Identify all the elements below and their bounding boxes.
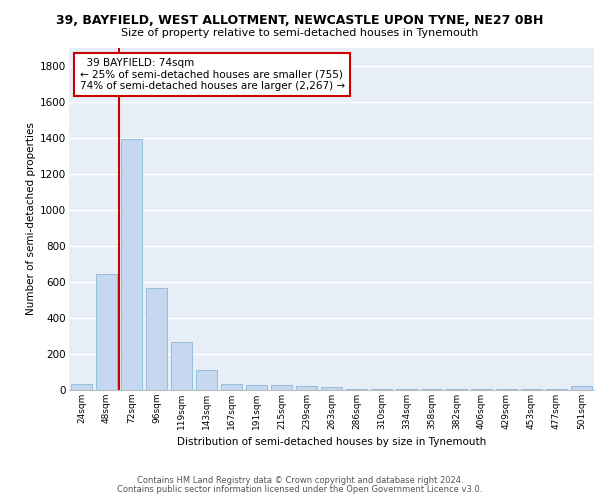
- Bar: [321, 388, 342, 390]
- Bar: [246, 384, 267, 390]
- Bar: [446, 389, 467, 390]
- Text: 39 BAYFIELD: 74sqm  
← 25% of semi-detached houses are smaller (755)
74% of semi: 39 BAYFIELD: 74sqm ← 25% of semi-detache…: [79, 58, 344, 91]
- Bar: [371, 389, 392, 390]
- Bar: [171, 342, 192, 390]
- Bar: [146, 288, 167, 390]
- Text: 39, BAYFIELD, WEST ALLOTMENT, NEWCASTLE UPON TYNE, NE27 0BH: 39, BAYFIELD, WEST ALLOTMENT, NEWCASTLE …: [56, 14, 544, 27]
- Bar: [546, 389, 567, 390]
- Bar: [571, 386, 592, 390]
- Bar: [96, 274, 117, 390]
- Bar: [421, 389, 442, 390]
- Text: Size of property relative to semi-detached houses in Tynemouth: Size of property relative to semi-detach…: [121, 28, 479, 38]
- Bar: [121, 140, 142, 390]
- Bar: [71, 384, 92, 390]
- X-axis label: Distribution of semi-detached houses by size in Tynemouth: Distribution of semi-detached houses by …: [177, 438, 486, 448]
- Y-axis label: Number of semi-detached properties: Number of semi-detached properties: [26, 122, 36, 315]
- Bar: [471, 389, 492, 390]
- Bar: [296, 386, 317, 390]
- Text: Contains HM Land Registry data © Crown copyright and database right 2024.: Contains HM Land Registry data © Crown c…: [137, 476, 463, 485]
- Bar: [496, 389, 517, 390]
- Bar: [271, 386, 292, 390]
- Bar: [346, 389, 367, 390]
- Bar: [196, 370, 217, 390]
- Bar: [221, 384, 242, 390]
- Text: Contains public sector information licensed under the Open Government Licence v3: Contains public sector information licen…: [118, 485, 482, 494]
- Bar: [521, 389, 542, 390]
- Bar: [396, 389, 417, 390]
